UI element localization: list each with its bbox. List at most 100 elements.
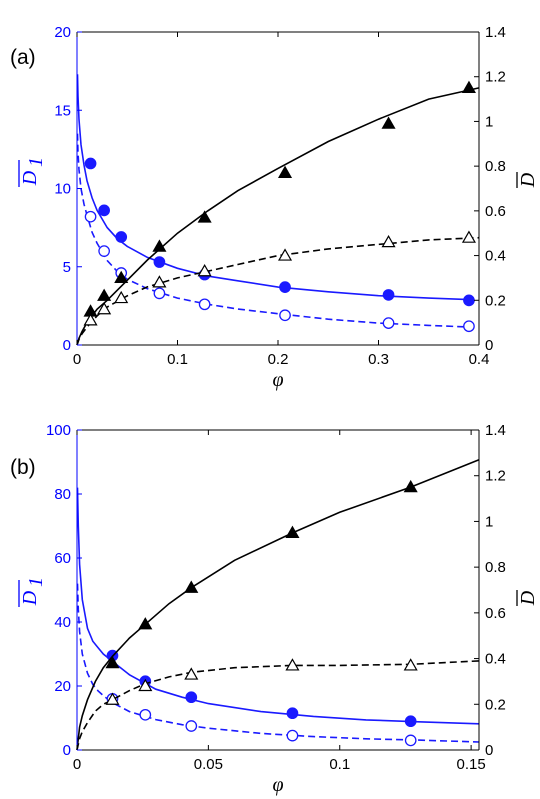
panel-b-left-y-tick-label: 0	[63, 742, 71, 759]
panel-a-right-y-tick-label: 0.2	[485, 292, 506, 309]
panel-b-series-2-point	[286, 729, 299, 742]
panel-b-right-y-tick-label: 0.6	[485, 605, 506, 622]
panel-a-left-y-tick-label: 0	[63, 337, 71, 354]
panel-a-series-3-point	[381, 116, 396, 129]
panel-b-series-1-point	[185, 691, 198, 704]
panel-a-series-1-point	[463, 294, 475, 307]
panel-a-series-2-point	[382, 317, 395, 329]
panel-a-series-2-point	[84, 210, 97, 223]
panel-a-left-y-tick-label: 20	[54, 24, 71, 41]
panel-b-x-label: φ	[272, 774, 283, 796]
panel-b-series-1-point	[286, 707, 299, 720]
panel-a-label: (a)	[10, 46, 36, 69]
panel-a-series-1-point	[153, 256, 166, 268]
panel-a-series-1-point	[84, 157, 97, 170]
panel-b-right-y-label-text: D	[517, 590, 539, 606]
panel-b-series-2-line	[76, 583, 480, 743]
panel-b-series-3-point	[138, 617, 153, 630]
panel-b-left-y-label: D 1	[18, 577, 47, 607]
panel-b-right-y-tick-label: 0.2	[485, 696, 506, 713]
panel-a-left-y-label-main: D	[19, 170, 41, 186]
panel-a-series-4-point	[381, 234, 396, 248]
panel-b-series-3-point	[184, 580, 199, 593]
panel-b-series-3-point	[105, 655, 120, 669]
panel-a-series-1-line	[76, 74, 469, 301]
panel-b-series-4-point	[105, 692, 120, 705]
panel-b: (b) 0 0.05 0.1 0.1502040608010000.20.40.60.…	[10, 422, 539, 796]
panel-a-series-2-point	[98, 245, 110, 257]
panel-b-series-1-point	[404, 715, 417, 728]
panel-b-right-y-tick-label: 0.4	[485, 651, 506, 668]
panel-a-right-y-tick-label: 0.4	[485, 248, 506, 265]
panel-a-series-2-point	[153, 287, 166, 300]
panel-b-left-y-label-sub: 1	[25, 577, 47, 587]
panel-a-right-y-tick-label: 1.4	[485, 24, 506, 41]
panel-b-series-2-point	[404, 734, 417, 747]
panel-b-right-y-tick-label: 0	[485, 742, 493, 759]
panel-a-series-2-line	[76, 133, 469, 328]
panel-a-series-4-point	[152, 275, 167, 288]
panel-b-series-3-line	[76, 458, 480, 751]
panel-b-right-y-label: D	[516, 590, 539, 606]
panel-b-series-4-point	[184, 667, 199, 680]
panel-a-series-4-line	[76, 236, 480, 346]
panel-a-series-3-point	[197, 210, 212, 223]
panel-b-series-4-point	[138, 678, 153, 692]
panel-a-series-3-line	[76, 87, 480, 346]
panel-a-series-4-point	[97, 302, 112, 315]
panel-b-ticks: 0 0.05 0.1 0.1502040608010000.20.40.60.811.…	[46, 422, 506, 773]
panel-a-x-tick-label: 0	[73, 351, 81, 368]
panel-a-series-3-point	[152, 239, 167, 252]
panel-a-series-1-point	[279, 281, 291, 293]
panel-b-x-tick-label: 0	[73, 756, 81, 773]
panel-b-series-3-point	[403, 479, 418, 493]
panel-b-right-y-tick-label: 1	[485, 513, 493, 530]
panel-b-left-y-label-main: D	[19, 590, 41, 606]
panel-b-series-3-point	[285, 525, 300, 538]
panel-a-series-1-point	[382, 289, 395, 301]
panel-a-series-3-point	[97, 288, 112, 301]
panel-a-x-label: φ	[272, 369, 283, 391]
panel-b-left-y-tick-label: 40	[54, 614, 71, 631]
panel-b-series-4-point	[403, 658, 418, 671]
panel-b-series-4-line	[76, 660, 480, 751]
panel-a-series-4-point	[461, 230, 476, 243]
panel-a-x-tick-label: 0.4	[469, 351, 490, 368]
panel-a-series-1-point	[98, 204, 110, 217]
panel-a-series-2-point	[198, 298, 211, 311]
panel-b-series-4-point	[285, 658, 300, 671]
panel-a-series-1-point	[115, 231, 128, 243]
panel-a-left-y-label-sub: 1	[25, 157, 47, 167]
panel-a-left-y-tick-label: 5	[63, 259, 71, 276]
panel-b-series-2-point	[139, 708, 152, 721]
panel-a-series-4-point	[114, 290, 129, 304]
panel-a-series-3-point	[278, 165, 293, 178]
panel-a-series-4-point	[83, 313, 98, 326]
panel-a-series-4-point	[197, 264, 212, 277]
panel-b-left-y-tick-label: 100	[46, 422, 71, 439]
panel-b-series-1-line	[76, 487, 480, 725]
panel-a-right-y-tick-label: 0.8	[485, 158, 506, 175]
panel-a-series-2-point	[463, 320, 475, 333]
panel-a-left-y-tick-label: 15	[54, 102, 71, 119]
panel-b-label: (b)	[10, 456, 36, 479]
panel-a-right-y-tick-label: 0	[485, 337, 493, 354]
panel-b-x-tick-label: 0.15	[457, 756, 486, 773]
panel-a-series-4-point	[278, 248, 293, 261]
panel-a-x-tick-label: 0.3	[368, 351, 389, 368]
panel-a-right-y-label-text: D	[517, 172, 539, 188]
panel-a-x-tick-label: 0.2	[268, 351, 289, 368]
panel-b-right-y-tick-label: 1.4	[485, 422, 506, 439]
panel-b-x-tick-label: 0.1	[329, 756, 350, 773]
panel-a-left-y-tick-label: 10	[54, 181, 71, 198]
panel-a-series	[76, 74, 480, 346]
panel-b-left-y-tick-label: 80	[54, 486, 71, 503]
panel-a-x-tick-label: 0.1	[167, 351, 188, 368]
panel-b-left-y-tick-label: 20	[54, 678, 71, 695]
panel-a: (a) 0 0.1 0.2 0.3 0.40510152000.20.40.60.811…	[10, 24, 539, 391]
panel-b-left-y-tick-label: 60	[54, 550, 71, 567]
panel-a-series-2-point	[279, 309, 291, 322]
panel-a-right-y-tick-label: 0.6	[485, 203, 506, 220]
panel-a-right-y-label: D	[516, 172, 539, 188]
